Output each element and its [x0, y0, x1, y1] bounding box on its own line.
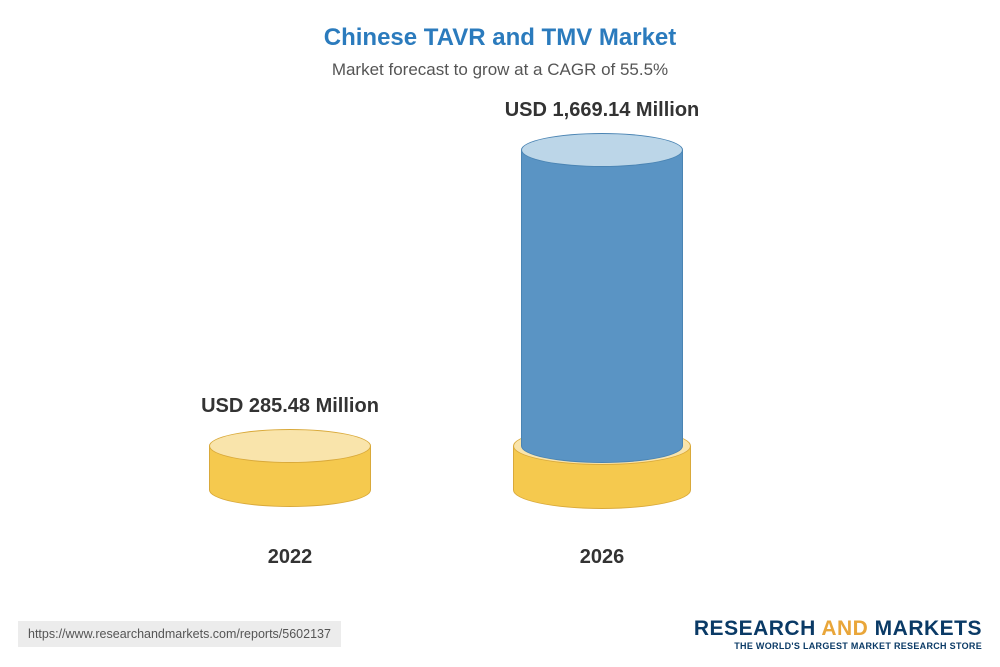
brand-block: RESEARCH AND MARKETS THE WORLD'S LARGEST…	[694, 617, 982, 652]
brand-name: RESEARCH AND MARKETS	[694, 617, 982, 640]
brand-word-2: AND	[821, 617, 868, 640]
chart-subtitle: Market forecast to grow at a CAGR of 55.…	[0, 60, 1000, 80]
bar-year-label: 2026	[542, 546, 662, 569]
brand-word-3: MARKETS	[875, 617, 982, 640]
chart-area: USD 285.48 Million2022USD 1,669.14 Milli…	[0, 90, 1000, 530]
brand-tagline: THE WORLD'S LARGEST MARKET RESEARCH STOR…	[694, 642, 982, 652]
bar-value-label: USD 285.48 Million	[150, 395, 430, 418]
source-url: https://www.researchandmarkets.com/repor…	[18, 621, 341, 647]
bar-year-label: 2022	[230, 546, 350, 569]
bar-value-label: USD 1,669.14 Million	[462, 99, 742, 122]
footer: https://www.researchandmarkets.com/repor…	[0, 611, 1000, 667]
brand-word-1: RESEARCH	[694, 617, 816, 640]
chart-title: Chinese TAVR and TMV Market	[0, 0, 1000, 52]
